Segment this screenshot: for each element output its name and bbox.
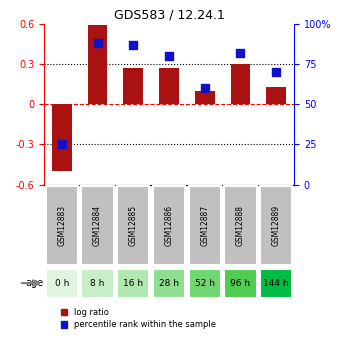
FancyBboxPatch shape [81, 269, 114, 297]
Text: GSM12884: GSM12884 [93, 205, 102, 246]
Bar [195, 91, 215, 104]
Text: GSM12887: GSM12887 [200, 205, 209, 246]
Legend: log ratio, percentile rank within the sample: log ratio, percentile rank within the sa… [61, 308, 216, 329]
Text: GSM12888: GSM12888 [236, 205, 245, 246]
Text: 96 h: 96 h [231, 279, 250, 288]
Text: age: age [26, 278, 44, 288]
FancyBboxPatch shape [224, 269, 257, 297]
FancyBboxPatch shape [189, 186, 221, 265]
Text: 16 h: 16 h [123, 279, 143, 288]
Point [59, 142, 65, 147]
Point [95, 41, 100, 46]
Point [130, 42, 136, 48]
Text: 52 h: 52 h [195, 279, 215, 288]
FancyBboxPatch shape [260, 269, 292, 297]
FancyBboxPatch shape [224, 186, 257, 265]
FancyBboxPatch shape [189, 269, 221, 297]
Text: GSM12889: GSM12889 [272, 205, 281, 246]
Text: 0 h: 0 h [55, 279, 69, 288]
Text: 8 h: 8 h [90, 279, 105, 288]
FancyBboxPatch shape [260, 186, 292, 265]
Bar [266, 87, 286, 104]
Point [273, 69, 279, 75]
FancyBboxPatch shape [81, 186, 114, 265]
Text: 28 h: 28 h [159, 279, 179, 288]
FancyBboxPatch shape [46, 186, 78, 265]
Bar [231, 64, 250, 104]
Bar [88, 26, 107, 104]
FancyBboxPatch shape [153, 186, 185, 265]
Bar [159, 68, 179, 104]
Point [202, 86, 208, 91]
Point [166, 53, 172, 59]
Text: GSM12886: GSM12886 [165, 205, 173, 246]
Text: 144 h: 144 h [263, 279, 289, 288]
Text: GSM12885: GSM12885 [129, 205, 138, 246]
FancyBboxPatch shape [46, 269, 78, 297]
FancyBboxPatch shape [153, 269, 185, 297]
FancyBboxPatch shape [117, 186, 149, 265]
FancyBboxPatch shape [117, 269, 149, 297]
Text: GSM12883: GSM12883 [57, 205, 66, 246]
Point [238, 50, 243, 56]
Bar [52, 104, 72, 171]
Bar [123, 68, 143, 104]
Title: GDS583 / 12.24.1: GDS583 / 12.24.1 [114, 9, 224, 22]
